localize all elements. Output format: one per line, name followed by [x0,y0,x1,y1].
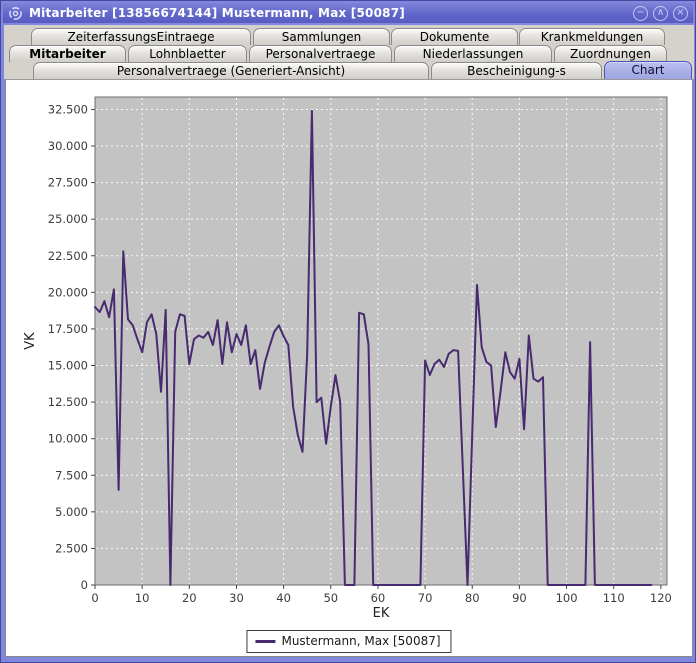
series-line [94,109,653,586]
x-tick-label: 90 [512,591,527,605]
tab-lohnblaetter[interactable]: Lohnblaetter [128,45,247,62]
chart-panel: 0 2.500 5.000 7.500 10.000 12.500 15.000 17.500… [5,79,693,657]
y-tick-label: 17.500 [48,322,88,336]
x-tick-label: 50 [323,591,338,605]
window-title: Mitarbeiter [13856674144] Mustermann, Ma… [29,6,405,20]
x-tick-label: 110 [603,591,625,605]
tab-chart[interactable]: Chart [604,61,692,79]
chart-canvas: 0 2.500 5.000 7.500 10.000 12.500 15.000 17.500… [23,96,672,621]
x-tick-label: 60 [371,591,386,605]
legend-line-swatch [255,639,276,643]
tab-niederlassungen[interactable]: Niederlassungen [394,45,552,62]
tab-personalvertraege[interactable]: Personalvertraege [249,45,392,62]
close-button-icon[interactable]: × [673,5,688,21]
chart-legend: Mustermann, Max [50087] [246,630,452,653]
y-axis-title: VK [23,332,38,350]
tab-krankmeldungen[interactable]: Krankmeldungen [519,28,665,45]
x-tick-label: 70 [418,591,433,605]
x-tick-label: 40 [276,591,291,605]
tab-personalvertraege-generiert-ansicht[interactable]: Personalvertraege (Generiert-Ansicht) [33,62,429,79]
x-tick-label: 20 [182,591,197,605]
x-tick-label: 0 [91,591,98,605]
x-tick-label: 30 [229,591,244,605]
y-tick-label: 30.000 [48,139,88,153]
title-bar[interactable]: Mitarbeiter [13856674144] Mustermann, Ma… [3,3,693,23]
maximize-button-icon[interactable]: ∧ [653,5,668,21]
y-tick-label: 22.500 [48,249,88,263]
x-axis-title: EK [373,606,390,621]
tab-mitarbeiter[interactable]: Mitarbeiter [9,45,126,62]
y-tick-label: 32.500 [48,102,88,116]
x-tick-label: 120 [650,591,672,605]
y-tick-label: 5.000 [55,505,88,519]
x-tick-label: 80 [465,591,480,605]
y-tick-label: 20.000 [48,285,88,299]
tab-bescheinigung-s[interactable]: Bescheinigung-s [431,62,602,79]
y-tick-label: 2.500 [55,541,88,555]
window-controls: − ∧ × [633,5,688,21]
y-tick-label: 0 [81,578,88,592]
y-tick-label: 12.500 [48,395,88,409]
x-tick-label: 10 [135,591,150,605]
tab-sammlungen[interactable]: Sammlungen [253,28,390,45]
y-tick-label: 15.000 [48,359,88,373]
y-tick-label: 27.500 [48,176,88,190]
y-tick-label: 10.000 [48,432,88,446]
tab-strip: ZeiterfassungsEintraege Sammlungen Dokumen… [4,25,694,79]
legend-label: Mustermann, Max [50087] [281,634,441,648]
tab-zeiterfassungseintraege[interactable]: ZeiterfassungsEintraege [31,28,251,45]
y-tick-label: 7.500 [55,468,88,482]
y-tick-label: 25.000 [48,212,88,226]
tab-zuordnungen[interactable]: Zuordnungen [554,45,667,62]
app-icon[interactable] [8,6,23,21]
plot-area [94,96,668,586]
minimize-button-icon[interactable]: − [633,5,648,21]
x-tick-label: 100 [556,591,578,605]
tab-dokumente[interactable]: Dokumente [391,28,518,45]
